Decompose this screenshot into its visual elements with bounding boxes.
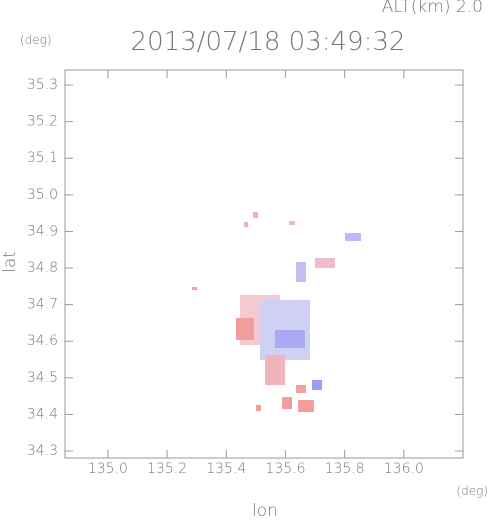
y-tick-label: 35.1 [27,150,58,166]
y-tick-label: 34.6 [27,333,58,349]
y-tick-label: 35.3 [27,77,58,93]
echo-patch [315,258,335,268]
x-label: lon [252,501,278,521]
x-tick-label: 135.4 [206,461,246,477]
y-tick-label: 34.3 [27,443,58,459]
y-label: lat [0,251,20,273]
echo-patch [256,405,261,411]
y-tick-label: 34.9 [27,223,58,239]
y-tick-label: 34.5 [27,370,58,386]
echo-patch [296,262,306,282]
y-unit: (deg) [20,33,52,47]
echo-patch [244,222,248,227]
y-tick-label: 34.8 [27,260,58,276]
echo-field [192,212,361,412]
echo-patch [296,385,306,393]
plot-frame [64,69,464,459]
altitude-label: ALT(km) 2.0 [382,0,483,17]
echo-patch [345,233,361,241]
y-tick-label: 34.7 [27,297,58,313]
echo-patch [265,355,285,385]
y-tick-label: 34.4 [27,406,58,422]
echo-patch [275,330,305,348]
echo-patch [282,397,292,409]
echo-patch [312,380,322,390]
y-tick-label: 35.0 [27,187,58,203]
x-tick-label: 135.2 [147,461,187,477]
echo-patch [298,400,314,412]
x-tick-label: 135.6 [265,461,305,477]
y-tick-label: 35.2 [27,114,58,130]
x-tick-label: 136.0 [384,461,424,477]
echo-patch [236,318,254,340]
x-unit: (deg) [456,484,488,498]
echo-patch [289,221,295,225]
echo-patch [253,212,258,218]
x-tick-label: 135.0 [88,461,128,477]
echo-patch [192,287,197,290]
chart-title: 2013/07/18 03:49:32 [131,27,406,57]
x-tick-label: 135.8 [325,461,365,477]
